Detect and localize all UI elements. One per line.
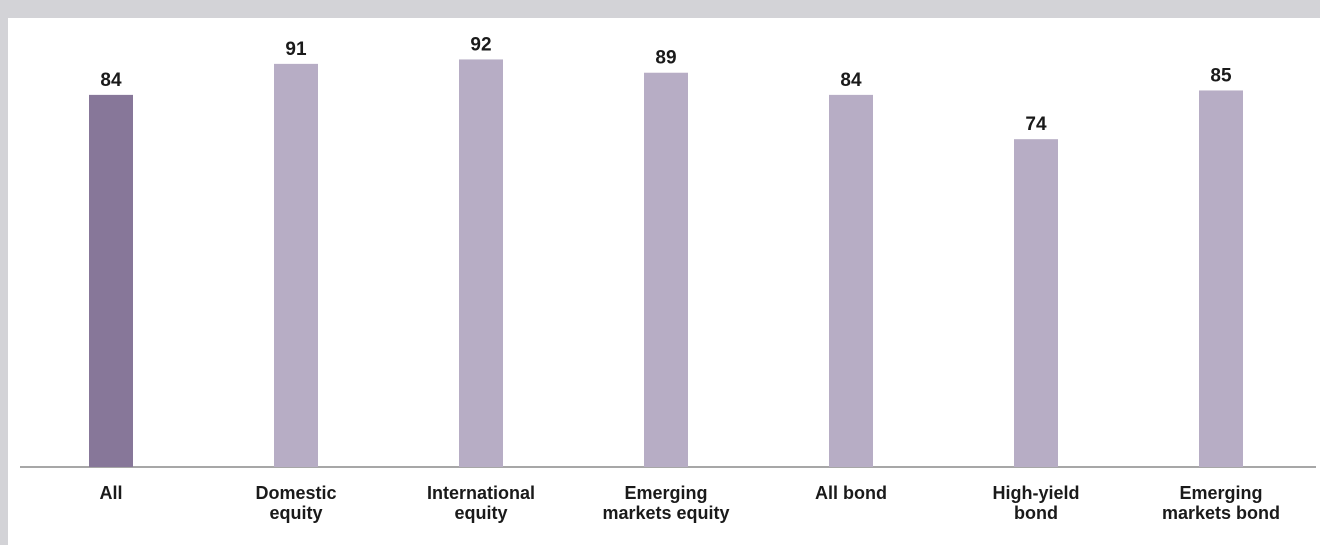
labels-layer: 84All91Domesticequity92Internationalequi…	[99, 34, 1280, 523]
x-tick-label-1-line-0: Domestic	[255, 483, 336, 503]
x-tick-label-6-line-0: Emerging	[1179, 483, 1262, 503]
x-tick-label-4-line-0: All bond	[815, 483, 887, 503]
x-tick-label-0-line-0: All	[99, 483, 122, 503]
x-tick-label-5-line-1: bond	[1014, 503, 1058, 523]
bar-value-label-2: 92	[470, 34, 491, 55]
bar-5	[1014, 139, 1058, 467]
bar-value-label-1: 91	[285, 39, 307, 60]
x-tick-label-3-line-1: markets equity	[602, 503, 729, 523]
bar-3	[644, 72, 688, 467]
x-tick-label-3-line-0: Emerging	[624, 483, 707, 503]
bar-value-label-5: 74	[1025, 114, 1047, 135]
bar-value-label-6: 85	[1210, 65, 1232, 86]
bar-value-label-4: 84	[840, 70, 862, 91]
bar-value-label-0: 84	[100, 70, 122, 91]
bars-layer	[89, 59, 1243, 468]
x-tick-label-6-line-1: markets bond	[1162, 503, 1280, 523]
x-tick-label-2-line-0: International	[427, 483, 535, 503]
x-tick-label-2-line-1: equity	[454, 503, 507, 523]
bar-4	[829, 94, 873, 467]
bar-0	[89, 94, 133, 467]
x-tick-label-5-line-0: High-yield	[992, 483, 1079, 503]
bar-2	[459, 59, 503, 467]
x-tick-label-1-line-1: equity	[269, 503, 322, 523]
bar-value-label-3: 89	[655, 48, 676, 69]
bar-6	[1199, 90, 1243, 467]
bar-1	[274, 63, 318, 468]
